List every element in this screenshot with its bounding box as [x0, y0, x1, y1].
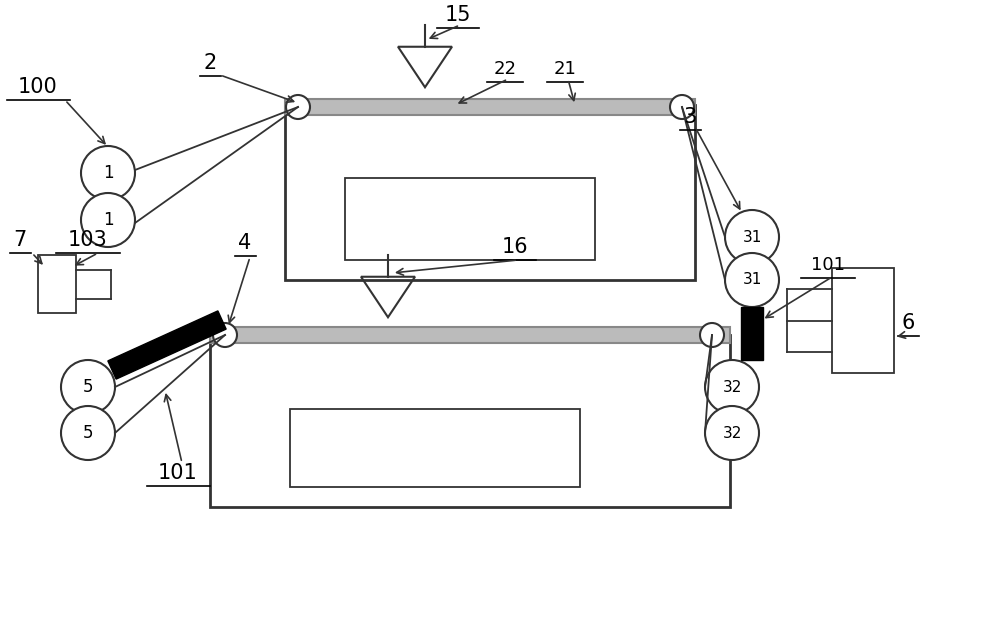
Text: 100: 100 — [18, 77, 58, 97]
Text: 31: 31 — [742, 229, 762, 244]
Circle shape — [700, 323, 724, 347]
Text: 103: 103 — [68, 230, 108, 250]
Bar — [832, 268, 894, 373]
Text: 3: 3 — [683, 107, 697, 127]
Bar — [210, 335, 730, 507]
Circle shape — [705, 406, 759, 460]
Bar — [741, 307, 763, 360]
Circle shape — [213, 323, 237, 347]
Circle shape — [61, 406, 115, 460]
Bar — [38, 255, 76, 313]
Bar — [210, 327, 730, 343]
Text: 21: 21 — [554, 60, 576, 78]
Text: 32: 32 — [722, 426, 742, 441]
Bar — [290, 409, 580, 487]
Bar — [285, 105, 695, 280]
Text: 2: 2 — [203, 53, 217, 73]
Text: 22: 22 — [494, 60, 516, 78]
Text: 31: 31 — [742, 272, 762, 288]
Text: 101: 101 — [811, 256, 845, 274]
Bar — [285, 99, 695, 115]
Text: 7: 7 — [13, 230, 27, 250]
Circle shape — [725, 210, 779, 264]
Circle shape — [705, 360, 759, 414]
Circle shape — [286, 95, 310, 119]
Text: 101: 101 — [158, 463, 198, 483]
Text: 5: 5 — [83, 424, 93, 442]
Circle shape — [670, 95, 694, 119]
Text: 1: 1 — [103, 211, 113, 229]
Circle shape — [61, 360, 115, 414]
Circle shape — [725, 253, 779, 307]
Text: 6: 6 — [901, 313, 915, 333]
Text: 32: 32 — [722, 379, 742, 394]
Bar — [345, 178, 595, 260]
Text: 15: 15 — [445, 5, 471, 25]
Text: 4: 4 — [238, 233, 252, 253]
Polygon shape — [108, 311, 226, 379]
Circle shape — [81, 193, 135, 247]
Circle shape — [81, 146, 135, 200]
Text: 16: 16 — [502, 237, 528, 257]
Text: 5: 5 — [83, 378, 93, 396]
Text: 1: 1 — [103, 164, 113, 182]
